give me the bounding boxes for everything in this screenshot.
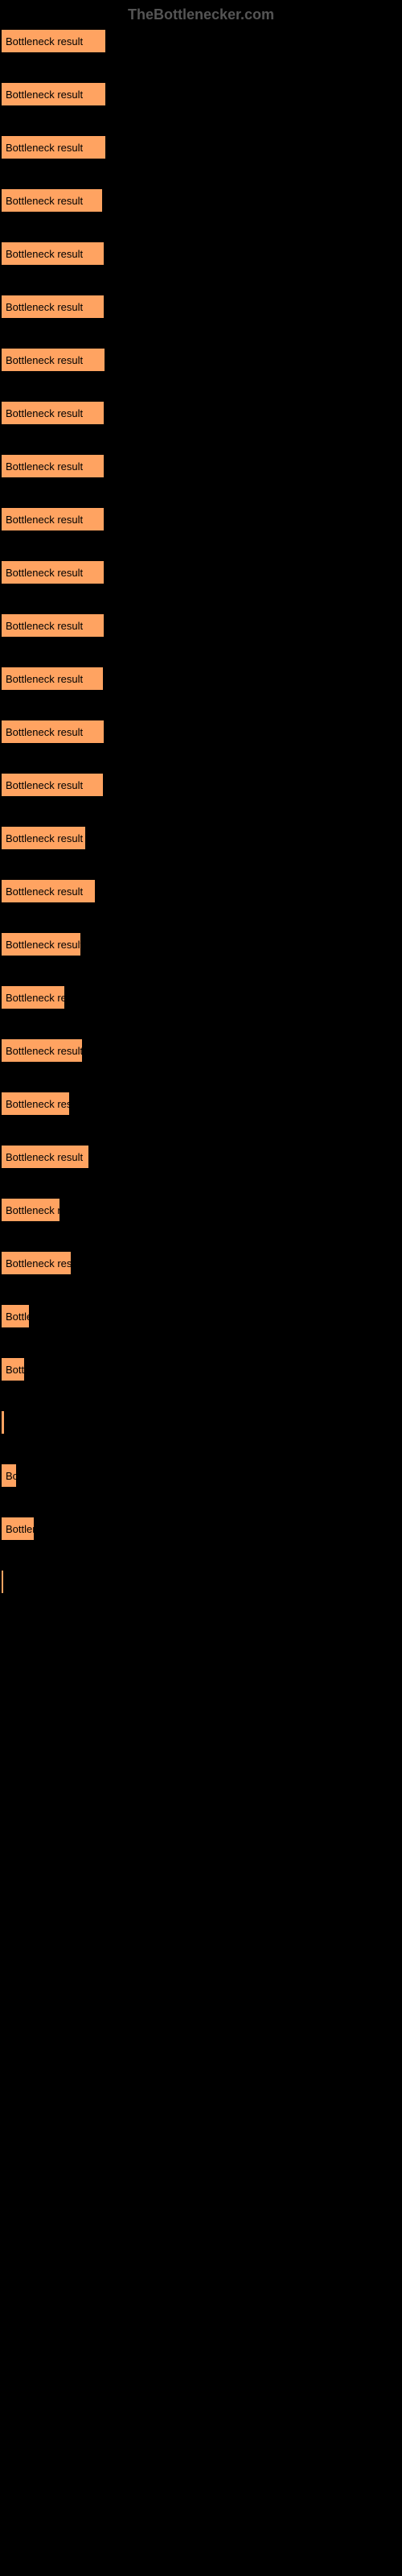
site-title: TheBottlenecker.com: [128, 6, 274, 23]
bar-group: Bottleneck result: [2, 30, 402, 52]
chart-bar: Bottleneck result: [2, 1305, 29, 1327]
chart-bar: Bottleneck result: [2, 402, 104, 424]
bar-group: Bottleneck result: [2, 83, 402, 105]
chart-bar: Bottleneck result: [2, 508, 104, 530]
bar-group: Bottleneck result: [2, 1464, 402, 1487]
bar-group: Bottleneck result: [2, 242, 402, 265]
bar-group: Bottleneck result: [2, 189, 402, 212]
chart-bar: [2, 1411, 4, 1434]
bar-group: Bottleneck result: [2, 1039, 402, 1062]
chart-bar: Bottleneck result: [2, 1146, 88, 1168]
bar-group: Bottleneck result: [2, 561, 402, 584]
chart-bar: Bottleneck result: [2, 136, 105, 159]
bar-group: Bottleneck result: [2, 774, 402, 796]
chart-bar: Bottleneck result: [2, 1252, 71, 1274]
bar-group: Bottleneck result: [2, 1252, 402, 1274]
chart-bar: Bottleneck result: [2, 1092, 69, 1115]
chart-bar: Bottleneck result: [2, 667, 103, 690]
bar-group: Bottleneck result: [2, 1146, 402, 1168]
chart-bar: Bottleneck result: [2, 720, 104, 743]
chart-bar: Bottleneck result: [2, 83, 105, 105]
bar-group: Bottleneck result: [2, 402, 402, 424]
chart-bar: Bottleneck result: [2, 1358, 24, 1381]
bar-group: Bottleneck result: [2, 986, 402, 1009]
chart-bar: Bottleneck result: [2, 614, 104, 637]
chart-bar: Bottleneck result: [2, 986, 64, 1009]
bar-group: Bottleneck result: [2, 136, 402, 159]
chart-bar: Bottleneck result: [2, 1464, 16, 1487]
bar-chart: Bottleneck result Bottleneck result Bottle…: [0, 30, 402, 1593]
bar-group: Bottleneck result: [2, 508, 402, 530]
chart-bar: Bottleneck result: [2, 295, 104, 318]
chart-bar: Bottleneck result: [2, 933, 80, 956]
bar-group: Bottleneck result: [2, 295, 402, 318]
chart-bar: Bottleneck result: [2, 455, 104, 477]
chart-bar: Bottleneck result: [2, 1199, 59, 1221]
bar-group: [2, 1571, 402, 1593]
bar-group: Bottleneck result: [2, 614, 402, 637]
bar-group: Bottleneck result: [2, 1305, 402, 1327]
bar-group: Bottleneck result: [2, 880, 402, 902]
chart-bar: Bottleneck result: [2, 1517, 34, 1540]
chart-bar: Bottleneck result: [2, 242, 104, 265]
bar-group: Bottleneck result: [2, 455, 402, 477]
header: TheBottlenecker.com: [0, 0, 402, 30]
bar-group: Bottleneck result: [2, 1199, 402, 1221]
chart-bar: Bottleneck result: [2, 1039, 82, 1062]
bar-group: Bottleneck result: [2, 1092, 402, 1115]
chart-bar: [2, 1571, 3, 1593]
chart-bar: Bottleneck result: [2, 189, 102, 212]
bar-group: Bottleneck result: [2, 667, 402, 690]
bar-group: Bottleneck result: [2, 1517, 402, 1540]
bar-group: [2, 1411, 402, 1434]
chart-bar: Bottleneck result: [2, 349, 105, 371]
chart-bar: Bottleneck result: [2, 561, 104, 584]
chart-bar: Bottleneck result: [2, 30, 105, 52]
bar-group: Bottleneck result: [2, 827, 402, 849]
bar-group: Bottleneck result: [2, 349, 402, 371]
bar-group: Bottleneck result: [2, 933, 402, 956]
chart-bar: Bottleneck result: [2, 827, 85, 849]
chart-bar: Bottleneck result: [2, 774, 103, 796]
bar-group: Bottleneck result: [2, 1358, 402, 1381]
chart-bar: Bottleneck result: [2, 880, 95, 902]
bar-group: Bottleneck result: [2, 720, 402, 743]
